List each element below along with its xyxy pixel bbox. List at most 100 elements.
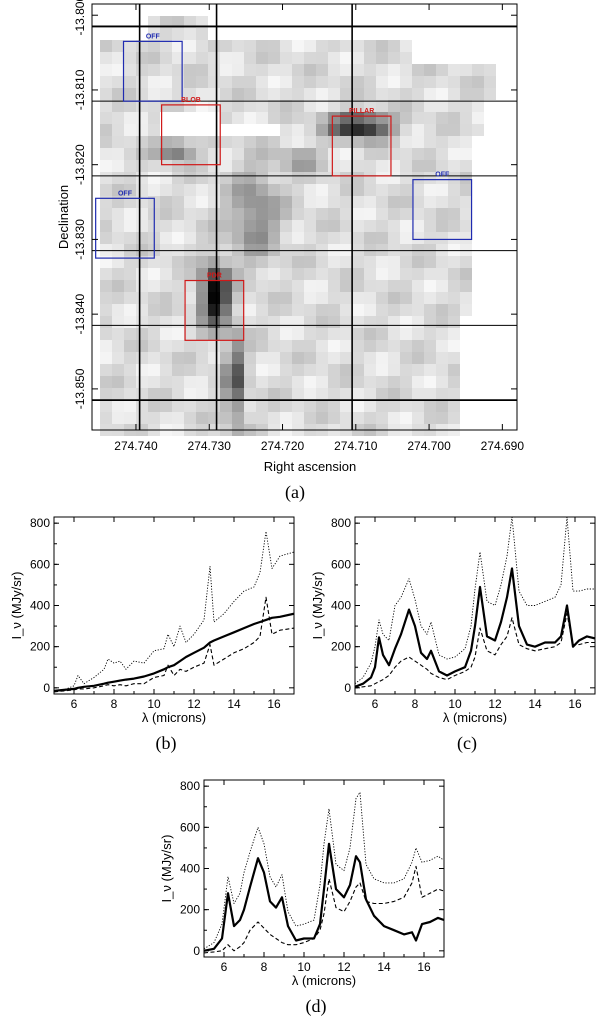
map-pixel (412, 196, 424, 208)
map-pixel (196, 328, 208, 340)
map-pixel (268, 112, 280, 124)
map-pixel (148, 328, 160, 340)
map-pixel (412, 172, 424, 184)
map-pixel (136, 52, 148, 64)
map-pixel (388, 40, 400, 52)
map-pixel (280, 196, 292, 208)
map-pixel (424, 112, 436, 124)
map-pixel (136, 304, 148, 316)
map-pixel (232, 340, 244, 352)
map-pixel (400, 148, 412, 160)
map-pixel (100, 136, 112, 148)
map-pixel (160, 376, 172, 388)
ytick-label: 0 (43, 681, 50, 695)
map-pixel (208, 352, 220, 364)
map-pixel (196, 28, 208, 40)
map-pixel (184, 220, 196, 232)
map-pixel (280, 76, 292, 88)
map-pixel (268, 148, 280, 160)
map-pixel (316, 220, 328, 232)
map-pixel (244, 196, 256, 208)
map-pixel (388, 196, 400, 208)
map-pixel (376, 364, 388, 376)
map-pixel (328, 340, 340, 352)
map-pixel (268, 172, 280, 184)
map-pixel (304, 196, 316, 208)
map-pixel (220, 136, 232, 148)
map-pixel (124, 88, 136, 100)
map-pixel (148, 376, 160, 388)
map-pixel (400, 64, 412, 76)
map-pixel (232, 196, 244, 208)
map-pixel (148, 388, 160, 400)
map-pixel (124, 364, 136, 376)
map-pixel (352, 268, 364, 280)
map-pixel (112, 208, 124, 220)
map-pixel (268, 64, 280, 76)
map-pixel (100, 232, 112, 244)
map-pixel (220, 364, 232, 376)
map-pixel (328, 136, 340, 148)
map-pixel (220, 160, 232, 172)
map-pixel (364, 256, 376, 268)
map-pixel (172, 340, 184, 352)
map-pixel (364, 340, 376, 352)
map-pixel (388, 304, 400, 316)
map-pixel (160, 136, 172, 148)
map-pixel (172, 160, 184, 172)
map-pixel (304, 184, 316, 196)
map-pixel (364, 328, 376, 340)
map-pixel (352, 364, 364, 376)
map-pixel (184, 268, 196, 280)
map-pixel (460, 196, 472, 208)
map-pixel (412, 280, 424, 292)
map-pixel (388, 256, 400, 268)
map-pixel (436, 244, 448, 256)
map-pixel (196, 208, 208, 220)
map-pixel (364, 136, 376, 148)
map-pixel (160, 208, 172, 220)
map-pixel (340, 268, 352, 280)
map-pixel (184, 352, 196, 364)
map-pixel (376, 52, 388, 64)
map-pixel (100, 100, 112, 112)
map-pixel (148, 64, 160, 76)
map-pixel (160, 16, 172, 28)
map-pixel (208, 232, 220, 244)
map-pixel (412, 64, 424, 76)
panel-d-spectrum: 6 8 10 12 14 16 0 200 400 600 800 λ (microns) I_ν (M… (159, 779, 445, 1017)
map-pixel (304, 316, 316, 328)
map-pixel (268, 184, 280, 196)
ytick-label: 800 (180, 779, 200, 793)
map-pixel (292, 100, 304, 112)
map-pixel (184, 196, 196, 208)
map-pixel (292, 220, 304, 232)
map-pixel (376, 64, 388, 76)
map-pixel (112, 172, 124, 184)
map-pixel (292, 148, 304, 160)
map-pixel (112, 268, 124, 280)
map-pixel (196, 280, 208, 292)
ytick-label: 200 (30, 640, 50, 654)
map-pixel (364, 400, 376, 412)
map-pixel (316, 196, 328, 208)
map-pixel (268, 208, 280, 220)
map-pixel (268, 400, 280, 412)
map-pixel (208, 208, 220, 220)
map-pixel (184, 160, 196, 172)
map-pixel (412, 352, 424, 364)
map-pixel (316, 160, 328, 172)
map-pixel (136, 184, 148, 196)
map-pixel (448, 76, 460, 88)
map-pixel (340, 400, 352, 412)
map-pixel (112, 328, 124, 340)
map-pixel (280, 88, 292, 100)
map-ytick-label: -13.840 (73, 293, 87, 334)
map-pixel (448, 388, 460, 400)
map-pixel (472, 112, 484, 124)
map-pixel (352, 172, 364, 184)
map-pixel (304, 412, 316, 424)
map-pixel (316, 388, 328, 400)
ytick-label: 200 (331, 640, 351, 654)
map-pixel (136, 400, 148, 412)
